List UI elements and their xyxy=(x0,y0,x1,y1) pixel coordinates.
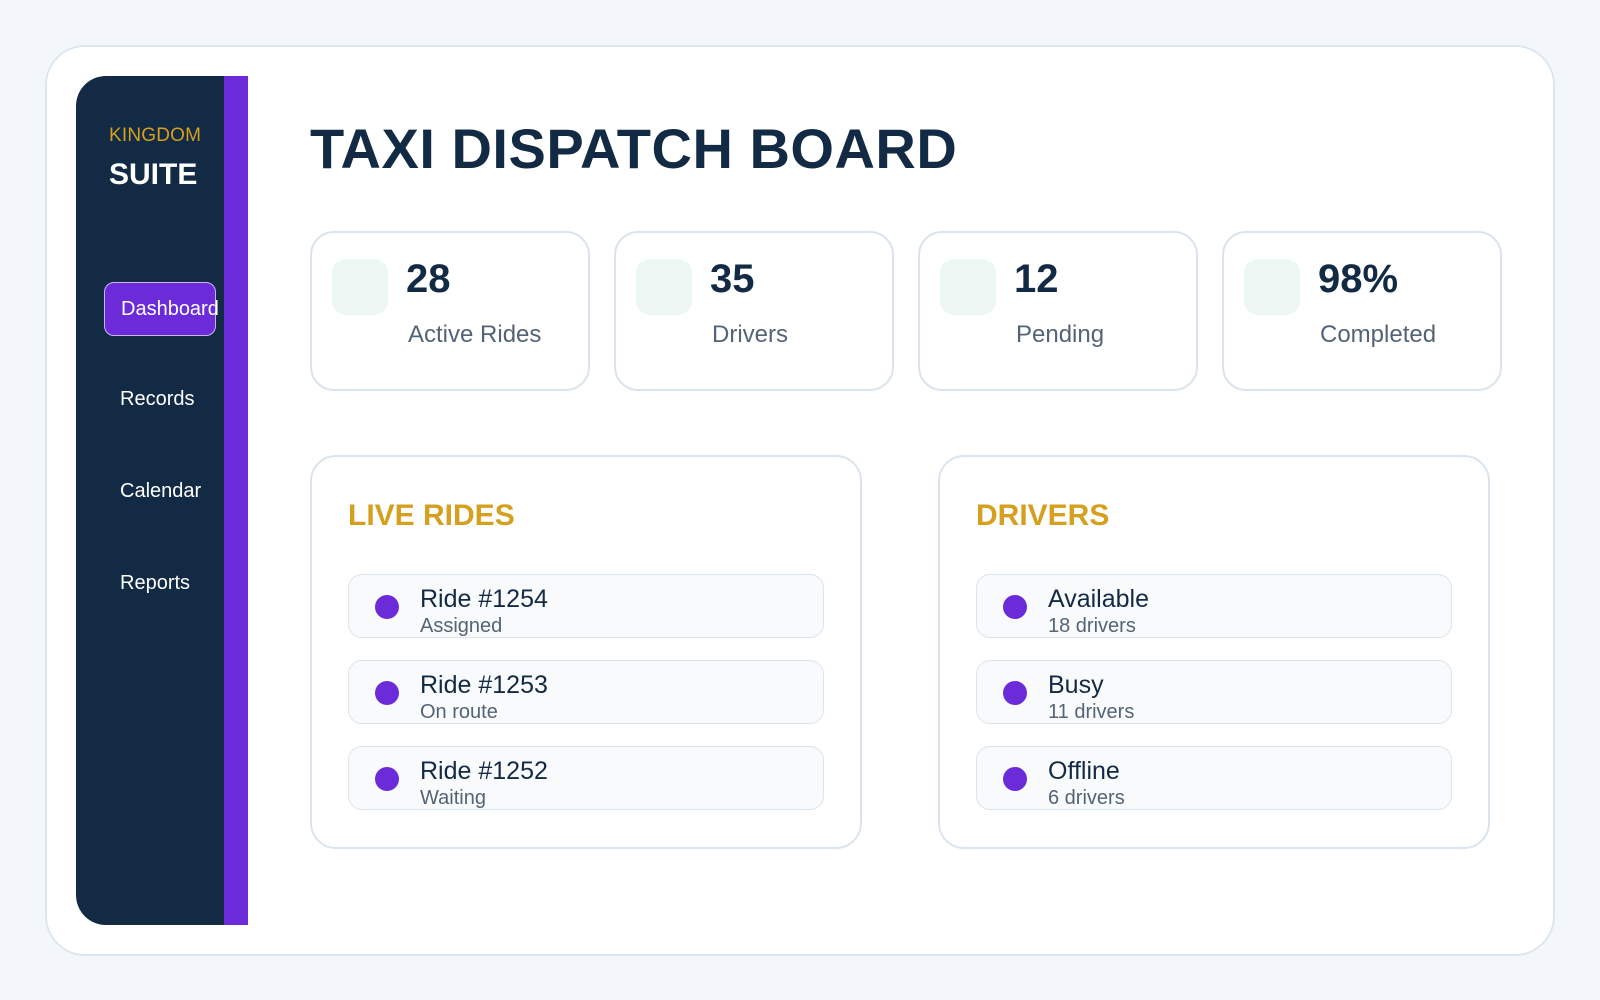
stat-label: Active Rides xyxy=(408,321,542,348)
status-dot-icon xyxy=(1003,681,1027,705)
stat-card-active-rides: 28 Active Rides xyxy=(310,231,590,391)
stat-value: 28 xyxy=(406,257,451,301)
driver-status-title: Offline xyxy=(1048,757,1120,785)
driver-count: 6 drivers xyxy=(1048,787,1125,809)
stat-icon xyxy=(332,259,388,315)
stat-value: 35 xyxy=(710,257,755,301)
list-item[interactable]: Available 18 drivers xyxy=(976,574,1452,638)
status-dot-icon xyxy=(1003,767,1027,791)
brand-title: SUITE xyxy=(109,158,198,191)
status-dot-icon xyxy=(375,595,399,619)
nav-item-dashboard[interactable]: Dashboard xyxy=(104,282,219,336)
ride-title: Ride #1253 xyxy=(420,671,548,699)
ride-title: Ride #1254 xyxy=(420,585,548,613)
driver-status-title: Available xyxy=(1048,585,1150,613)
driver-status-title: Busy xyxy=(1048,671,1104,699)
stat-value: 98% xyxy=(1318,257,1399,301)
status-dot-icon xyxy=(1003,595,1027,619)
page-title: TAXI DISPATCH BOARD xyxy=(310,117,958,180)
list-item[interactable]: Ride #1253 On route xyxy=(348,660,824,724)
list-item[interactable]: Offline 6 drivers xyxy=(976,746,1452,810)
stat-label: Completed xyxy=(1320,321,1437,348)
list-item[interactable]: Busy 11 drivers xyxy=(976,660,1452,724)
ride-title: Ride #1252 xyxy=(420,757,548,785)
list-item[interactable]: Ride #1254 Assigned xyxy=(348,574,824,638)
sidebar-accent-stripe xyxy=(224,76,248,925)
panel-title: LIVE RIDES xyxy=(348,499,515,532)
stat-label: Pending xyxy=(1016,321,1105,348)
stat-icon xyxy=(636,259,692,315)
stat-value: 12 xyxy=(1014,257,1059,301)
status-dot-icon xyxy=(375,767,399,791)
stat-card-drivers: 35 Drivers xyxy=(614,231,894,391)
ride-status: On route xyxy=(420,701,498,723)
sidebar: KINGDOM SUITE Dashboard Records Calendar… xyxy=(76,76,248,925)
brand-subtitle: KINGDOM xyxy=(109,125,202,146)
driver-count: 18 drivers xyxy=(1048,615,1136,637)
nav-item-calendar[interactable]: Calendar xyxy=(120,479,202,502)
driver-count: 11 drivers xyxy=(1048,701,1135,723)
live-rides-panel: LIVE RIDES Ride #1254 Assigned Ride #125… xyxy=(310,455,862,849)
ride-status: Waiting xyxy=(420,787,486,809)
status-dot-icon xyxy=(375,681,399,705)
drivers-panel: DRIVERS Available 18 drivers Busy 11 dri… xyxy=(938,455,1490,849)
ride-status: Assigned xyxy=(420,615,503,637)
stat-label: Drivers xyxy=(712,321,788,348)
stat-icon xyxy=(940,259,996,315)
panel-title: DRIVERS xyxy=(976,499,1110,532)
nav-item-records[interactable]: Records xyxy=(120,387,195,410)
stat-card-pending: 12 Pending xyxy=(918,231,1198,391)
stat-icon xyxy=(1244,259,1300,315)
nav-item-reports[interactable]: Reports xyxy=(120,571,191,594)
list-item[interactable]: Ride #1252 Waiting xyxy=(348,746,824,810)
stat-card-completed: 98% Completed xyxy=(1222,231,1502,391)
